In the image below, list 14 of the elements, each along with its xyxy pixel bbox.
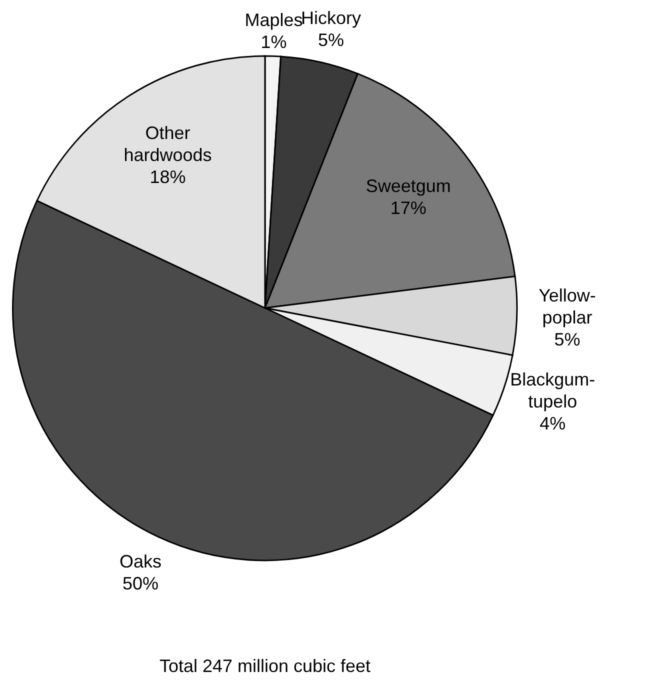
text: Total 247 million cubic feet — [159, 656, 371, 676]
slice-label: Yellow-poplar — [538, 286, 596, 328]
slice-label: Sweetgum — [366, 176, 451, 196]
data-label: 5% — [554, 330, 580, 350]
data-label: 17% — [390, 198, 426, 218]
data-label: 50% — [122, 574, 159, 594]
data-label: 5% — [318, 30, 344, 50]
slice-label: Oaks — [120, 552, 162, 572]
slice-label: Blackgum-tupelo — [510, 369, 596, 412]
data-label: 18% — [150, 166, 186, 187]
slice-label: Maples — [244, 10, 303, 30]
data-label: 1% — [260, 32, 287, 52]
data-label: 4% — [540, 413, 566, 434]
slice-label: Other hardwoods — [124, 122, 212, 165]
